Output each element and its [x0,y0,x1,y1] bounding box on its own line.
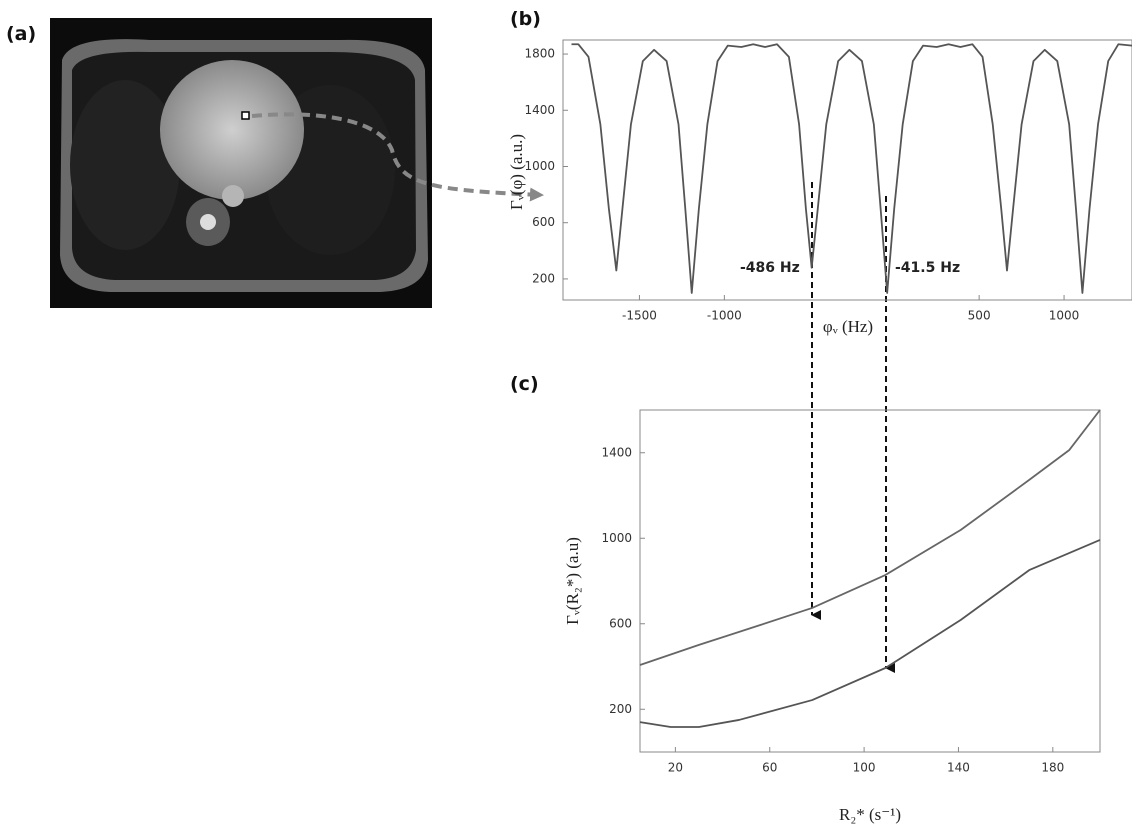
x-tick-label: 100 [853,761,876,775]
y-tick-label: 1000 [524,159,555,173]
panel-label: (b) [510,8,541,30]
y-tick-label: 1400 [524,103,555,117]
data-line [640,410,1100,665]
x-tick-label: 180 [1041,761,1064,775]
x-tick-label: 20 [668,761,683,775]
panel-label: (c) [510,373,539,395]
annotation: -486 Hz [740,260,800,276]
plot-frame [563,40,1132,300]
y-tick-label: 1800 [524,47,555,61]
x-tick-label: 1000 [1049,309,1080,323]
figure: (a) (b) Γᵥ(φ) (a.u.) φᵥ (Hz) -486 Hz -41… [0,0,1132,830]
x-tick-label: 500 [968,309,991,323]
x-axis-label: φᵥ (Hz) [823,317,873,336]
x-tick-label: 140 [947,761,970,775]
mri-image [50,18,432,308]
data-line [571,44,1132,293]
y-tick-label: 600 [609,616,632,630]
data-line [640,540,1100,727]
y-tick-label: 200 [609,702,632,716]
y-tick-label: 200 [532,271,555,285]
y-axis-label: Γᵥ(φ) (a.u.) [507,134,526,210]
annotation: -41.5 Hz [895,260,960,276]
y-tick-label: 600 [532,215,555,229]
y-tick-label: 1400 [601,445,632,459]
panel-label: (a) [6,23,36,45]
x-axis-label: R₂* (s⁻¹) [839,805,901,824]
x-tick-label: -1000 [707,309,742,323]
y-tick-label: 1000 [601,531,632,545]
y-axis-label: Γᵥ(R₂*) (a.u) [563,537,582,625]
x-tick-label: 60 [762,761,777,775]
x-tick-label: -1500 [622,309,657,323]
